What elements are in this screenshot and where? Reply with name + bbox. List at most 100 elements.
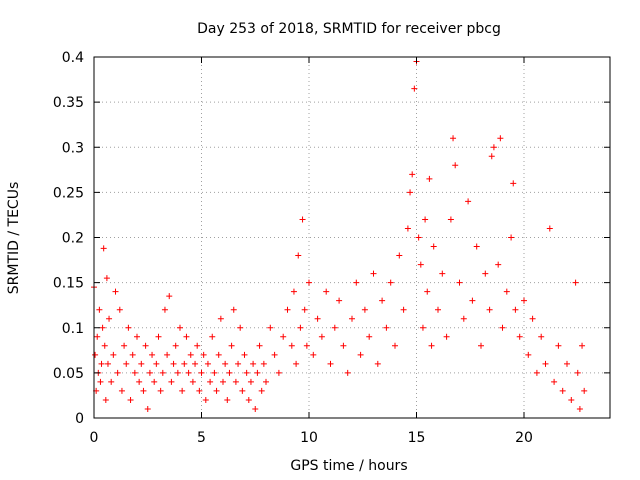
- data-point: [164, 351, 171, 358]
- y-tick-label: 0.4: [62, 50, 84, 66]
- data-point: [310, 351, 317, 358]
- data-point: [488, 153, 495, 160]
- y-axis-label: SRMTID / TECUs: [6, 182, 22, 295]
- data-point: [439, 270, 446, 277]
- data-point: [118, 387, 125, 394]
- data-point: [512, 306, 519, 313]
- data-point: [149, 351, 156, 358]
- data-point: [450, 135, 457, 142]
- data-point: [499, 324, 506, 331]
- data-point: [174, 369, 181, 376]
- data-point: [166, 293, 173, 300]
- data-point: [146, 369, 153, 376]
- x-axis-label: GPS time / hours: [290, 458, 407, 474]
- data-point: [179, 387, 186, 394]
- data-point: [187, 351, 194, 358]
- data-point: [428, 342, 435, 349]
- data-point: [443, 333, 450, 340]
- data-point: [555, 342, 562, 349]
- data-point: [510, 180, 517, 187]
- data-point: [426, 175, 433, 182]
- data-point: [473, 243, 480, 250]
- data-point: [525, 351, 532, 358]
- data-point: [574, 369, 581, 376]
- y-tick-label: 0.2: [62, 231, 84, 247]
- data-point: [106, 315, 113, 322]
- data-point: [323, 288, 330, 295]
- data-point: [140, 387, 147, 394]
- data-point: [435, 306, 441, 313]
- data-point: [409, 171, 416, 178]
- data-point: [564, 360, 570, 367]
- data-point: [366, 333, 373, 340]
- data-point: [529, 315, 536, 322]
- data-point: [568, 396, 575, 403]
- y-tick-label: 0.25: [53, 185, 84, 201]
- data-point: [123, 360, 130, 367]
- data-point: [207, 378, 214, 385]
- x-tick-label: 20: [515, 430, 533, 446]
- data-point: [222, 360, 229, 367]
- data-point: [172, 342, 179, 349]
- data-point: [215, 351, 222, 358]
- data-point: [209, 333, 216, 340]
- data-point: [452, 162, 459, 169]
- data-point: [263, 378, 269, 385]
- data-point: [224, 396, 231, 403]
- data-point: [258, 387, 265, 394]
- data-point: [299, 216, 306, 223]
- data-point: [419, 324, 426, 331]
- data-point: [142, 342, 149, 349]
- data-point: [411, 85, 418, 92]
- data-point: [516, 333, 523, 340]
- data-point: [144, 405, 151, 412]
- data-point: [202, 396, 209, 403]
- data-point: [235, 360, 242, 367]
- data-point: [157, 387, 164, 394]
- data-point: [226, 369, 233, 376]
- data-point: [256, 342, 263, 349]
- data-point: [232, 378, 239, 385]
- data-point: [353, 279, 360, 286]
- data-point: [189, 378, 196, 385]
- data-point: [344, 369, 351, 376]
- data-point: [387, 279, 394, 286]
- data-point: [228, 342, 235, 349]
- data-point: [559, 387, 566, 394]
- data-point: [284, 306, 291, 313]
- x-tick-label: 15: [408, 430, 426, 446]
- data-point: [340, 342, 347, 349]
- data-point: [92, 351, 99, 358]
- data-point: [177, 324, 183, 331]
- data-point: [211, 369, 218, 376]
- data-point: [241, 351, 248, 358]
- data-point: [100, 245, 107, 252]
- data-point: [243, 369, 250, 376]
- data-point: [379, 297, 386, 304]
- data-point: [361, 306, 368, 313]
- data-point: [220, 378, 226, 385]
- data-point: [538, 333, 545, 340]
- x-tick-label: 10: [300, 430, 318, 446]
- data-point: [495, 261, 502, 268]
- data-point: [314, 315, 321, 322]
- data-point: [336, 297, 343, 304]
- data-point: [370, 270, 377, 277]
- data-point: [301, 306, 308, 313]
- data-point: [275, 369, 282, 376]
- data-point: [422, 216, 429, 223]
- data-point: [198, 369, 205, 376]
- data-point: [252, 405, 259, 412]
- data-point: [331, 324, 338, 331]
- y-tick-label: 0.15: [53, 276, 84, 292]
- data-point: [155, 333, 162, 340]
- data-point: [247, 378, 254, 385]
- y-tick-label: 0.05: [53, 366, 84, 382]
- data-point: [482, 270, 489, 277]
- y-tick-label: 0.1: [62, 321, 84, 337]
- data-point: [267, 324, 274, 331]
- data-point: [546, 225, 553, 232]
- data-point: [295, 252, 302, 259]
- data-point: [200, 351, 207, 358]
